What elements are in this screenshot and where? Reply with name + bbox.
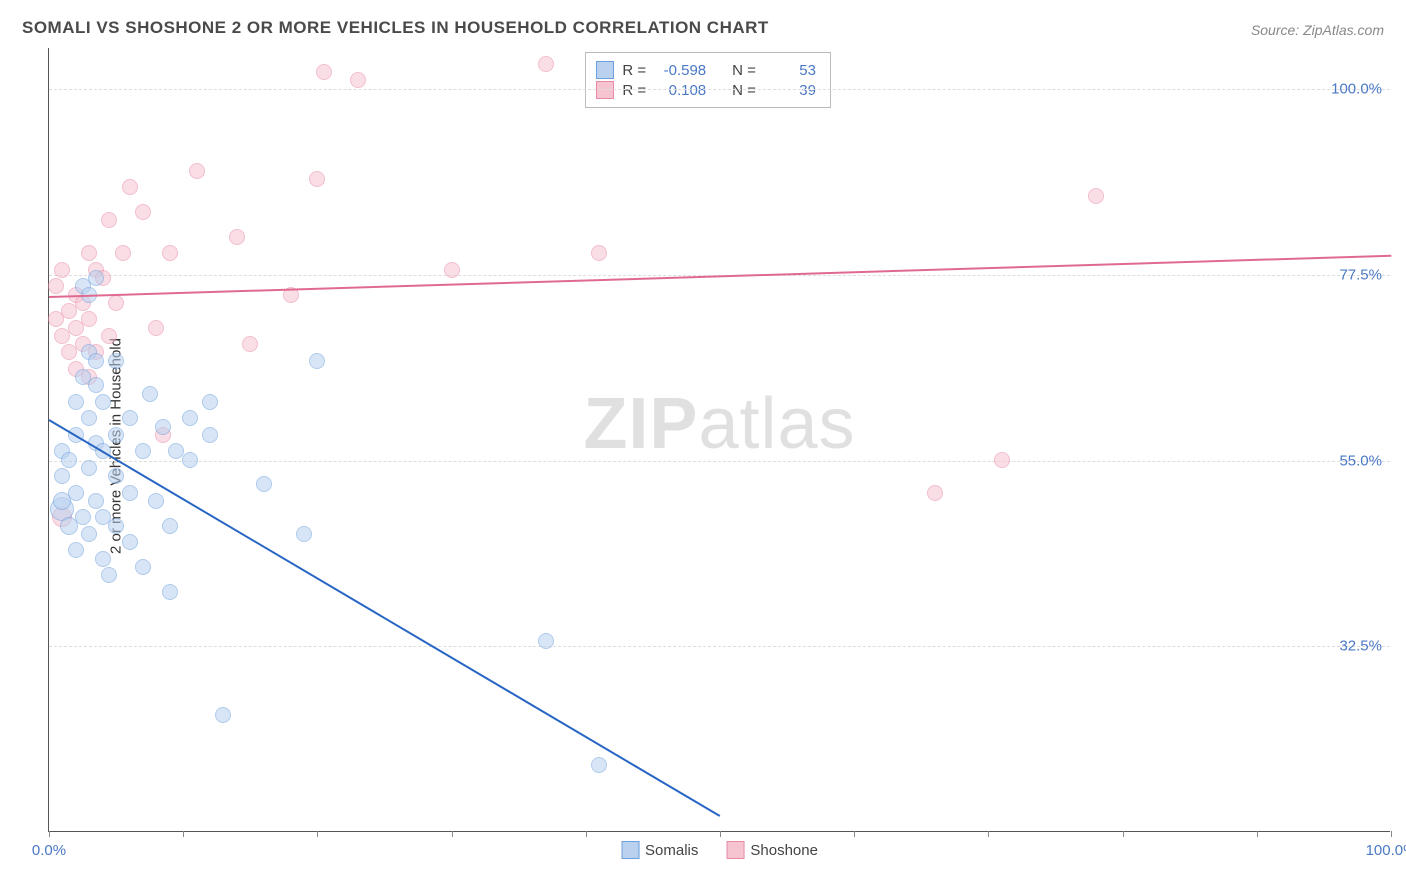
point-shoshone: [189, 163, 205, 179]
swatch-somalis: [596, 61, 614, 79]
x-tick: [49, 831, 50, 837]
point-somalis: [122, 410, 138, 426]
point-shoshone: [229, 229, 245, 245]
point-shoshone: [54, 262, 70, 278]
point-somalis: [591, 757, 607, 773]
point-somalis: [68, 394, 84, 410]
point-somalis: [61, 452, 77, 468]
point-shoshone: [538, 56, 554, 72]
point-shoshone: [927, 485, 943, 501]
point-somalis: [135, 559, 151, 575]
x-tick: [1123, 831, 1124, 837]
point-shoshone: [1088, 188, 1104, 204]
point-somalis: [54, 468, 70, 484]
point-shoshone: [316, 64, 332, 80]
y-tick-label: 77.5%: [1339, 266, 1382, 283]
legend-bottom: Somalis Shoshone: [621, 841, 818, 859]
x-tick: [317, 831, 318, 837]
gridline: [49, 89, 1390, 90]
point-somalis: [95, 551, 111, 567]
point-somalis: [202, 427, 218, 443]
gridline: [49, 646, 1390, 647]
point-somalis: [108, 353, 124, 369]
gridline: [49, 461, 1390, 462]
point-somalis: [215, 707, 231, 723]
point-somalis: [88, 493, 104, 509]
point-somalis: [122, 485, 138, 501]
point-somalis: [296, 526, 312, 542]
y-tick-label: 55.0%: [1339, 452, 1382, 469]
point-shoshone: [350, 72, 366, 88]
plot-area: ZIPatlas R = -0.598 N = 53 R = 0.108 N =…: [48, 48, 1390, 832]
point-shoshone: [309, 171, 325, 187]
x-tick: [720, 831, 721, 837]
point-somalis: [309, 353, 325, 369]
point-somalis: [148, 493, 164, 509]
point-somalis: [202, 394, 218, 410]
x-tick-label-right: 100.0%: [1366, 842, 1406, 859]
point-somalis: [88, 353, 104, 369]
point-somalis: [108, 518, 124, 534]
legend-item-somalis: Somalis: [621, 841, 698, 859]
point-shoshone: [994, 452, 1010, 468]
point-somalis: [142, 386, 158, 402]
point-shoshone: [148, 320, 164, 336]
point-somalis: [122, 534, 138, 550]
x-tick: [452, 831, 453, 837]
legend-stats-row-somalis: R = -0.598 N = 53: [596, 61, 816, 79]
source-label: Source: ZipAtlas.com: [1251, 22, 1384, 38]
legend-stats-box: R = -0.598 N = 53 R = 0.108 N = 39: [585, 52, 831, 108]
point-somalis: [108, 468, 124, 484]
point-shoshone: [81, 245, 97, 261]
point-somalis: [538, 633, 554, 649]
point-somalis: [182, 410, 198, 426]
point-shoshone: [444, 262, 460, 278]
point-somalis: [81, 526, 97, 542]
chart-title: SOMALI VS SHOSHONE 2 OR MORE VEHICLES IN…: [22, 18, 769, 38]
watermark: ZIPatlas: [583, 383, 855, 465]
x-tick-label-left: 0.0%: [32, 842, 66, 859]
point-somalis: [88, 377, 104, 393]
point-shoshone: [101, 212, 117, 228]
x-tick: [183, 831, 184, 837]
point-somalis: [162, 584, 178, 600]
point-somalis: [95, 394, 111, 410]
x-tick: [1391, 831, 1392, 837]
point-somalis: [135, 443, 151, 459]
point-somalis: [108, 427, 124, 443]
y-tick-label: 100.0%: [1331, 81, 1382, 98]
x-tick: [854, 831, 855, 837]
point-somalis: [162, 518, 178, 534]
point-somalis: [88, 270, 104, 286]
x-tick: [1257, 831, 1258, 837]
x-tick: [586, 831, 587, 837]
point-somalis: [182, 452, 198, 468]
point-somalis: [75, 509, 91, 525]
point-shoshone: [101, 328, 117, 344]
point-shoshone: [48, 278, 64, 294]
swatch-somalis-icon: [621, 841, 639, 859]
point-shoshone: [242, 336, 258, 352]
point-shoshone: [108, 295, 124, 311]
point-somalis: [155, 419, 171, 435]
point-somalis: [81, 460, 97, 476]
point-shoshone: [115, 245, 131, 261]
y-tick-label: 32.5%: [1339, 638, 1382, 655]
point-shoshone: [591, 245, 607, 261]
x-tick: [988, 831, 989, 837]
point-somalis: [256, 476, 272, 492]
point-somalis: [81, 410, 97, 426]
point-shoshone: [81, 311, 97, 327]
point-shoshone: [122, 179, 138, 195]
swatch-shoshone-icon: [726, 841, 744, 859]
point-somalis: [68, 542, 84, 558]
point-somalis: [68, 485, 84, 501]
trendline-shoshone: [49, 254, 1391, 297]
point-shoshone: [135, 204, 151, 220]
point-shoshone: [162, 245, 178, 261]
point-somalis: [101, 567, 117, 583]
trendline-somalis: [48, 419, 720, 817]
legend-item-shoshone: Shoshone: [726, 841, 818, 859]
